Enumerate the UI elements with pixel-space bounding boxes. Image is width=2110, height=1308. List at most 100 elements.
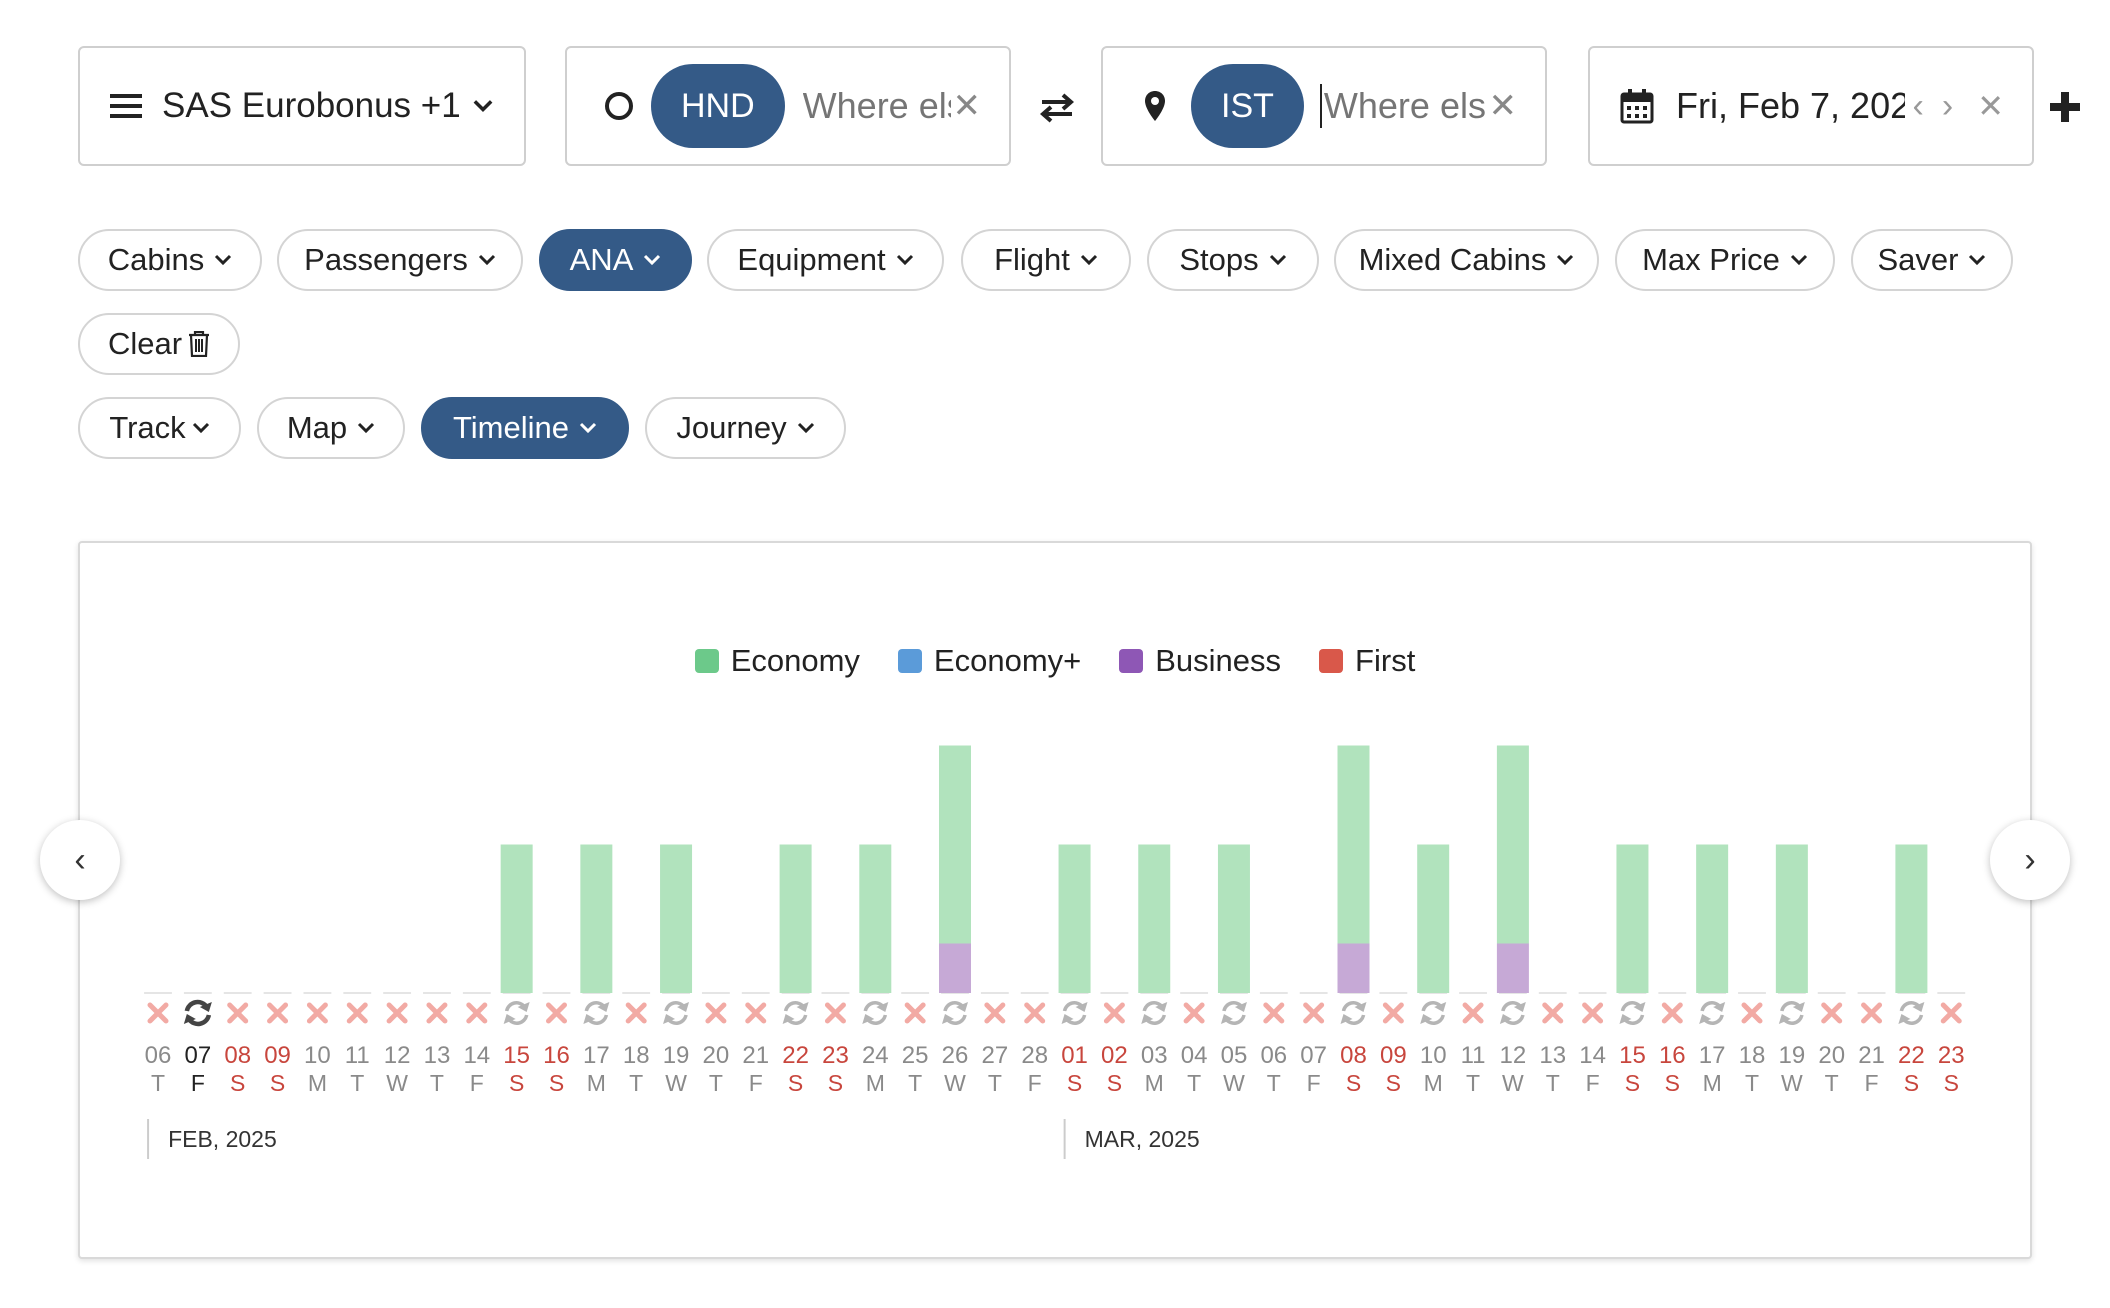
- filter-ana[interactable]: ANA: [539, 229, 692, 291]
- destination-tag[interactable]: IST: [1191, 64, 1304, 148]
- selected-refresh-icon[interactable]: [183, 999, 212, 1027]
- refresh-icon[interactable]: [1340, 1001, 1367, 1025]
- economy-bar[interactable]: [1337, 745, 1370, 944]
- refresh-icon[interactable]: [862, 1001, 889, 1025]
- economy-bar[interactable]: [500, 844, 533, 994]
- view-journey[interactable]: Journey: [645, 397, 846, 459]
- refresh-icon[interactable]: [942, 1001, 968, 1025]
- legend-business[interactable]: Business: [1119, 643, 1281, 679]
- program-selector[interactable]: SAS Eurobonus +1: [78, 46, 526, 166]
- origin-tag[interactable]: HND: [651, 64, 785, 148]
- filter-equipment[interactable]: Equipment: [707, 229, 944, 291]
- legend-economy-plus[interactable]: Economy+: [897, 643, 1081, 679]
- unavailable-icon: [625, 1002, 647, 1024]
- timeline-prev-button[interactable]: ‹: [40, 820, 120, 900]
- view-track[interactable]: Track: [78, 397, 241, 459]
- day-number-label: 20: [1818, 1042, 1845, 1069]
- destination-input[interactable]: [1319, 84, 1489, 128]
- day-number-label: 24: [862, 1042, 889, 1069]
- economy-bar[interactable]: [939, 745, 971, 944]
- business-bar[interactable]: [1496, 943, 1529, 994]
- refresh-icon[interactable]: [503, 1001, 530, 1025]
- legend-label: First: [1355, 643, 1416, 678]
- view-map[interactable]: Map: [257, 397, 405, 459]
- add-leg-icon[interactable]: [2050, 92, 2080, 122]
- day-number-label: 11: [1461, 1042, 1486, 1069]
- filter-max-price[interactable]: Max Price: [1615, 229, 1835, 291]
- filter-mixed-cabins[interactable]: Mixed Cabins: [1334, 229, 1599, 291]
- view-label: Track: [109, 410, 186, 445]
- economy-bar[interactable]: [1696, 844, 1729, 994]
- weekday-label: T: [1825, 1070, 1839, 1096]
- legend-label: Economy: [730, 643, 860, 678]
- filter-stops[interactable]: Stops: [1147, 229, 1319, 291]
- day-number-label: 18: [1739, 1042, 1766, 1069]
- weekday-label: F: [749, 1070, 763, 1096]
- prev-date-icon[interactable]: ‹: [1912, 86, 1924, 125]
- day-number-label: 19: [1778, 1042, 1805, 1069]
- filter-saver[interactable]: Saver: [1851, 229, 2013, 291]
- destination-field[interactable]: IST ✕: [1101, 46, 1547, 166]
- clear-filters-button[interactable]: Clear: [78, 313, 240, 375]
- refresh-icon[interactable]: [663, 1001, 690, 1025]
- filter-label: Saver: [1877, 242, 1959, 277]
- day-number-label: 11: [345, 1042, 370, 1069]
- origin-input[interactable]: [800, 84, 953, 128]
- origin-field[interactable]: HND ✕: [565, 46, 1011, 166]
- business-bar[interactable]: [1337, 943, 1370, 994]
- weekday-label: S: [549, 1070, 564, 1096]
- filter-passengers[interactable]: Passengers: [277, 229, 523, 291]
- swap-icon[interactable]: [1040, 93, 1074, 123]
- date-field[interactable]: Fri, Feb 7, 2025 ‹ › ✕: [1588, 46, 2034, 166]
- economy-bar[interactable]: [1616, 844, 1649, 994]
- chevron-down-icon: [358, 422, 375, 434]
- unavailable-icon: [306, 1002, 328, 1024]
- weekday-label: M: [308, 1070, 327, 1096]
- economy-bar[interactable]: [859, 844, 892, 994]
- timeline-next-button[interactable]: ›: [1990, 820, 2070, 900]
- view-timeline[interactable]: Timeline: [421, 397, 629, 459]
- economy-bar[interactable]: [1775, 844, 1808, 994]
- day-number-label: 07: [184, 1042, 211, 1069]
- business-bar[interactable]: [939, 943, 971, 994]
- day-number-label: 15: [1619, 1042, 1646, 1069]
- refresh-icon[interactable]: [583, 1001, 610, 1025]
- filter-cabins[interactable]: Cabins: [78, 229, 262, 291]
- refresh-icon[interactable]: [1420, 1001, 1447, 1025]
- day-number-label: 03: [1141, 1042, 1168, 1069]
- refresh-icon[interactable]: [1499, 1001, 1526, 1025]
- chevron-down-icon: [1969, 254, 1986, 266]
- refresh-icon[interactable]: [1778, 1001, 1805, 1025]
- economy-bar[interactable]: [1138, 844, 1171, 994]
- unavailable-icon: [984, 1002, 1006, 1024]
- economy-bar[interactable]: [660, 844, 693, 994]
- refresh-icon[interactable]: [1220, 1001, 1247, 1025]
- next-date-icon[interactable]: ›: [1941, 86, 1954, 125]
- refresh-icon[interactable]: [1141, 1001, 1168, 1025]
- weekday-label: S: [788, 1070, 803, 1096]
- day-number-label: 19: [663, 1042, 690, 1069]
- destination-clear-icon[interactable]: ✕: [1488, 87, 1518, 125]
- weekday-label: T: [709, 1070, 723, 1096]
- weekday-label: T: [430, 1070, 444, 1096]
- day-number-label: 16: [543, 1042, 570, 1069]
- refresh-icon[interactable]: [1619, 1001, 1646, 1025]
- economy-bar[interactable]: [1496, 745, 1529, 944]
- refresh-icon[interactable]: [782, 1001, 809, 1025]
- refresh-icon[interactable]: [1699, 1001, 1726, 1025]
- date-clear-icon[interactable]: ✕: [1977, 88, 2004, 124]
- refresh-icon[interactable]: [1061, 1001, 1088, 1025]
- economy-bar[interactable]: [1058, 844, 1091, 994]
- legend-first[interactable]: First: [1319, 643, 1415, 679]
- economy-bar[interactable]: [1895, 844, 1928, 994]
- economy-bar[interactable]: [779, 844, 812, 994]
- economy-bar[interactable]: [1417, 844, 1450, 994]
- filter-flight[interactable]: Flight: [961, 229, 1131, 291]
- date-label: Fri, Feb 7, 2025: [1676, 85, 1905, 126]
- economy-bar[interactable]: [580, 844, 613, 994]
- legend-economy[interactable]: Economy: [694, 643, 860, 679]
- economy-bar[interactable]: [1217, 844, 1250, 994]
- legend-label: Business: [1155, 643, 1282, 678]
- refresh-icon[interactable]: [1898, 1001, 1925, 1025]
- origin-clear-icon[interactable]: ✕: [952, 87, 982, 125]
